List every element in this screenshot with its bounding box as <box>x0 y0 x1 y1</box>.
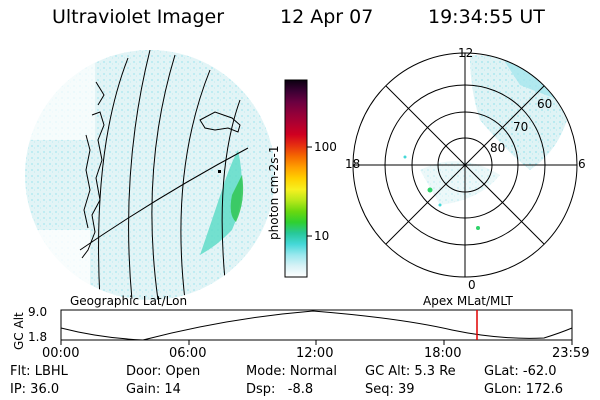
app-title: Ultraviolet Imager <box>52 6 225 28</box>
door-value: Door: Open <box>126 364 201 379</box>
right-panel-label: Apex MLat/MLT <box>423 294 513 308</box>
left-globe-image <box>25 50 275 300</box>
mlt-label-12: 12 <box>458 46 474 60</box>
glat-value: GLat: -62.0 <box>484 364 557 379</box>
gc-axis-label: GC Alt <box>12 312 26 350</box>
time-label: 19:34:55 UT <box>428 6 545 28</box>
date-label: 12 Apr 07 <box>280 6 374 28</box>
polar-plot <box>352 52 578 278</box>
gc-alt-plot <box>60 309 573 345</box>
glon-value: GLon: 172.6 <box>484 382 564 397</box>
colorbar-tick-100: 100 <box>314 140 337 154</box>
lat-label-60: 60 <box>537 97 553 111</box>
mode-value: Mode: Normal <box>246 364 337 379</box>
lat-label-80: 80 <box>490 141 506 155</box>
colorbar <box>284 79 312 278</box>
colorbar-unit-label: photon cm-2s-1 <box>267 145 281 241</box>
ip-value: IP: 36.0 <box>10 382 60 397</box>
gc-ymax: 9.0 <box>28 305 48 319</box>
time-tick-4: 23:59 <box>552 346 590 361</box>
time-tick-1: 06:00 <box>169 346 207 361</box>
lat-label-70: 70 <box>513 120 529 134</box>
time-tick-2: 12:00 <box>296 346 334 361</box>
gain-value: Gain: 14 <box>126 382 181 397</box>
colorbar-tick-10: 10 <box>314 229 330 243</box>
filter-value: Flt: LBHL <box>10 364 68 379</box>
seq-value: Seq: 39 <box>365 382 415 397</box>
mlt-label-6: 6 <box>578 157 586 171</box>
time-tick-3: 18:00 <box>424 346 462 361</box>
gc-ymin: 1.8 <box>28 330 48 344</box>
mlt-label-18: 18 <box>345 157 361 171</box>
dsp-value: Dsp: -8.8 <box>246 382 314 397</box>
left-panel-label: Geographic Lat/Lon <box>70 294 188 308</box>
mlt-label-0: 0 <box>468 278 476 292</box>
gc-alt-value: GC Alt: 5.3 Re <box>365 364 456 379</box>
time-tick-0: 00:00 <box>42 346 80 361</box>
